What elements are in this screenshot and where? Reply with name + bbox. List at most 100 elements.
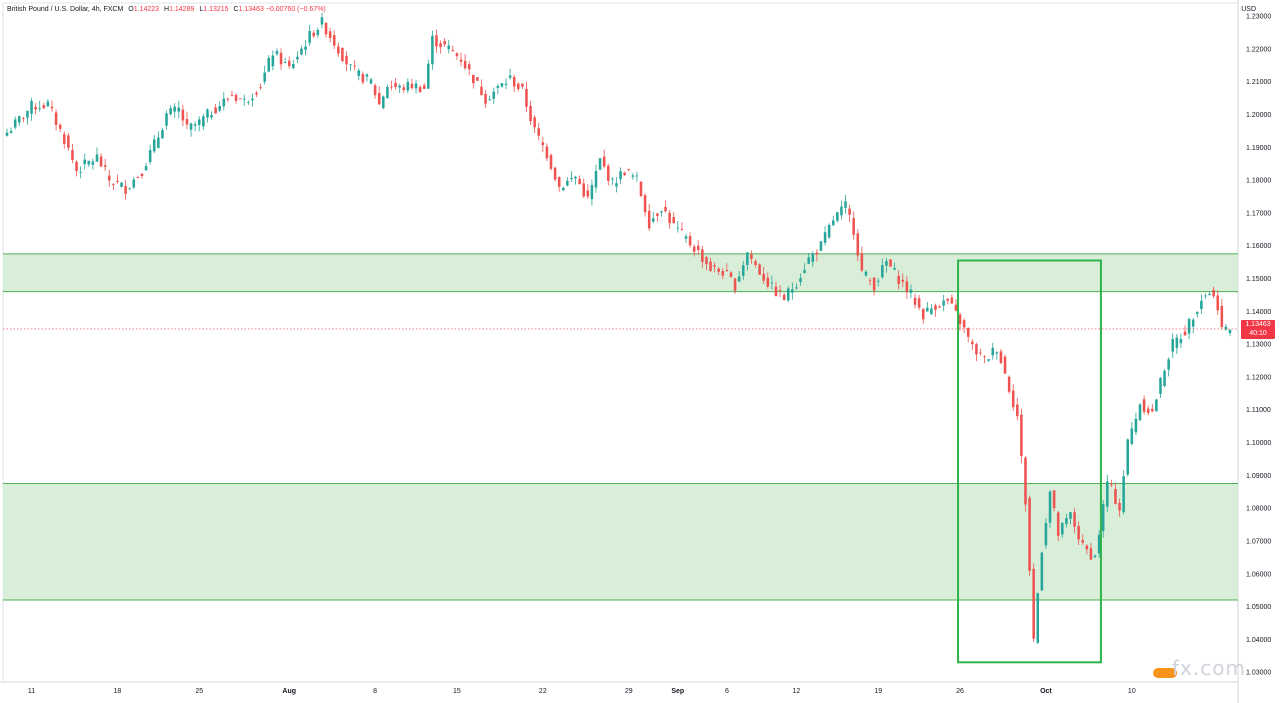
candle-body: [112, 184, 115, 185]
candle-body: [1204, 295, 1207, 297]
candle-body: [672, 217, 675, 224]
candle-body: [725, 270, 729, 272]
candle-body: [545, 146, 549, 159]
x-tick-label: 25: [195, 688, 203, 695]
change-value: −0.00760 (−0.67%): [265, 6, 326, 13]
candle-body: [75, 161, 78, 171]
x-tick-label: Sep: [671, 688, 684, 695]
candle-body: [680, 228, 684, 230]
high-value: 1.14289: [169, 6, 195, 13]
candle-body: [525, 88, 528, 107]
candle-body: [1138, 404, 1142, 421]
candle-body: [574, 176, 577, 179]
candle-body: [353, 65, 356, 67]
candle-body: [242, 98, 246, 100]
candle-body: [521, 83, 524, 87]
candle-body: [1061, 522, 1064, 535]
candle-body: [1020, 414, 1023, 456]
x-tick-label: Oct: [1040, 688, 1052, 695]
candle-body: [484, 93, 487, 104]
candle-body: [1101, 504, 1105, 531]
candle-body: [553, 167, 557, 180]
candle-body: [1069, 512, 1072, 519]
candle-body: [390, 86, 393, 88]
candle-body: [889, 259, 892, 267]
y-tick-label: 1.19000: [1246, 145, 1271, 152]
candle-body: [422, 85, 426, 89]
candle-body: [185, 119, 189, 125]
candle-body: [1040, 552, 1044, 591]
candle-body: [271, 55, 275, 67]
candle-body: [332, 35, 336, 46]
candle-body: [750, 254, 753, 259]
candle-body: [987, 359, 990, 361]
candle-body: [300, 48, 303, 55]
candle-body: [488, 99, 491, 101]
candle-body: [778, 290, 782, 291]
candle-body: [1146, 408, 1150, 414]
candle-body: [103, 165, 107, 167]
candle-body: [807, 257, 810, 264]
candle-body: [791, 289, 794, 293]
candle-body: [979, 352, 982, 354]
candle-body: [369, 79, 373, 84]
candle-body: [639, 181, 643, 197]
candle-body: [782, 294, 786, 300]
candle-body: [418, 86, 422, 93]
candle-body: [872, 277, 876, 291]
candle-body: [1130, 428, 1134, 445]
candle-body: [611, 178, 614, 180]
candle-body: [774, 286, 778, 297]
candle-body: [721, 270, 725, 276]
candle-body: [157, 137, 160, 148]
y-tick-label: 1.09000: [1246, 473, 1271, 480]
candle-body: [1106, 481, 1109, 507]
candle-body: [795, 287, 798, 289]
candle-body: [688, 236, 692, 246]
candle-body: [124, 185, 127, 194]
candle-body: [676, 227, 680, 229]
y-tick-label: 1.21000: [1246, 79, 1271, 86]
candle-body: [684, 236, 688, 239]
candle-body: [214, 107, 217, 114]
candle-body: [836, 212, 839, 221]
candle-body: [95, 154, 99, 162]
y-tick-label: 1.07000: [1246, 538, 1271, 545]
candle-body: [210, 115, 213, 118]
y-tick-label: 1.11000: [1246, 407, 1271, 414]
candle-body: [811, 253, 815, 262]
candle-body: [1187, 318, 1191, 334]
candle-body: [696, 245, 700, 250]
candle-body: [357, 70, 361, 76]
candle-body: [893, 268, 896, 270]
candle-body: [1200, 300, 1203, 309]
x-tick-label: 22: [539, 688, 547, 695]
candle-body: [181, 109, 185, 121]
x-tick-label: 18: [114, 688, 122, 695]
candle-body: [607, 165, 610, 181]
candle-body: [1110, 484, 1113, 486]
y-tick-label: 1.04000: [1246, 637, 1271, 644]
x-tick-label: 26: [956, 688, 964, 695]
candle-body: [570, 178, 573, 179]
bar-countdown: 40:10: [1249, 329, 1267, 337]
candle-body: [206, 109, 209, 118]
candle-body: [594, 171, 598, 188]
candle-body: [815, 252, 819, 255]
candle-body: [443, 40, 446, 45]
candle-body: [942, 300, 945, 306]
low-label: L: [199, 6, 204, 13]
candle-body: [1155, 399, 1158, 412]
candle-body: [786, 288, 790, 301]
candle-body: [950, 297, 954, 304]
candle-body: [398, 85, 401, 88]
candle-body: [737, 276, 741, 282]
candle-body: [840, 206, 843, 216]
candle-body: [803, 270, 806, 273]
last-price-tag: 1.13463 40:10: [1241, 319, 1275, 339]
candle-body: [349, 64, 352, 66]
candle-body: [1093, 555, 1097, 558]
y-tick-label: 1.23000: [1246, 14, 1271, 21]
